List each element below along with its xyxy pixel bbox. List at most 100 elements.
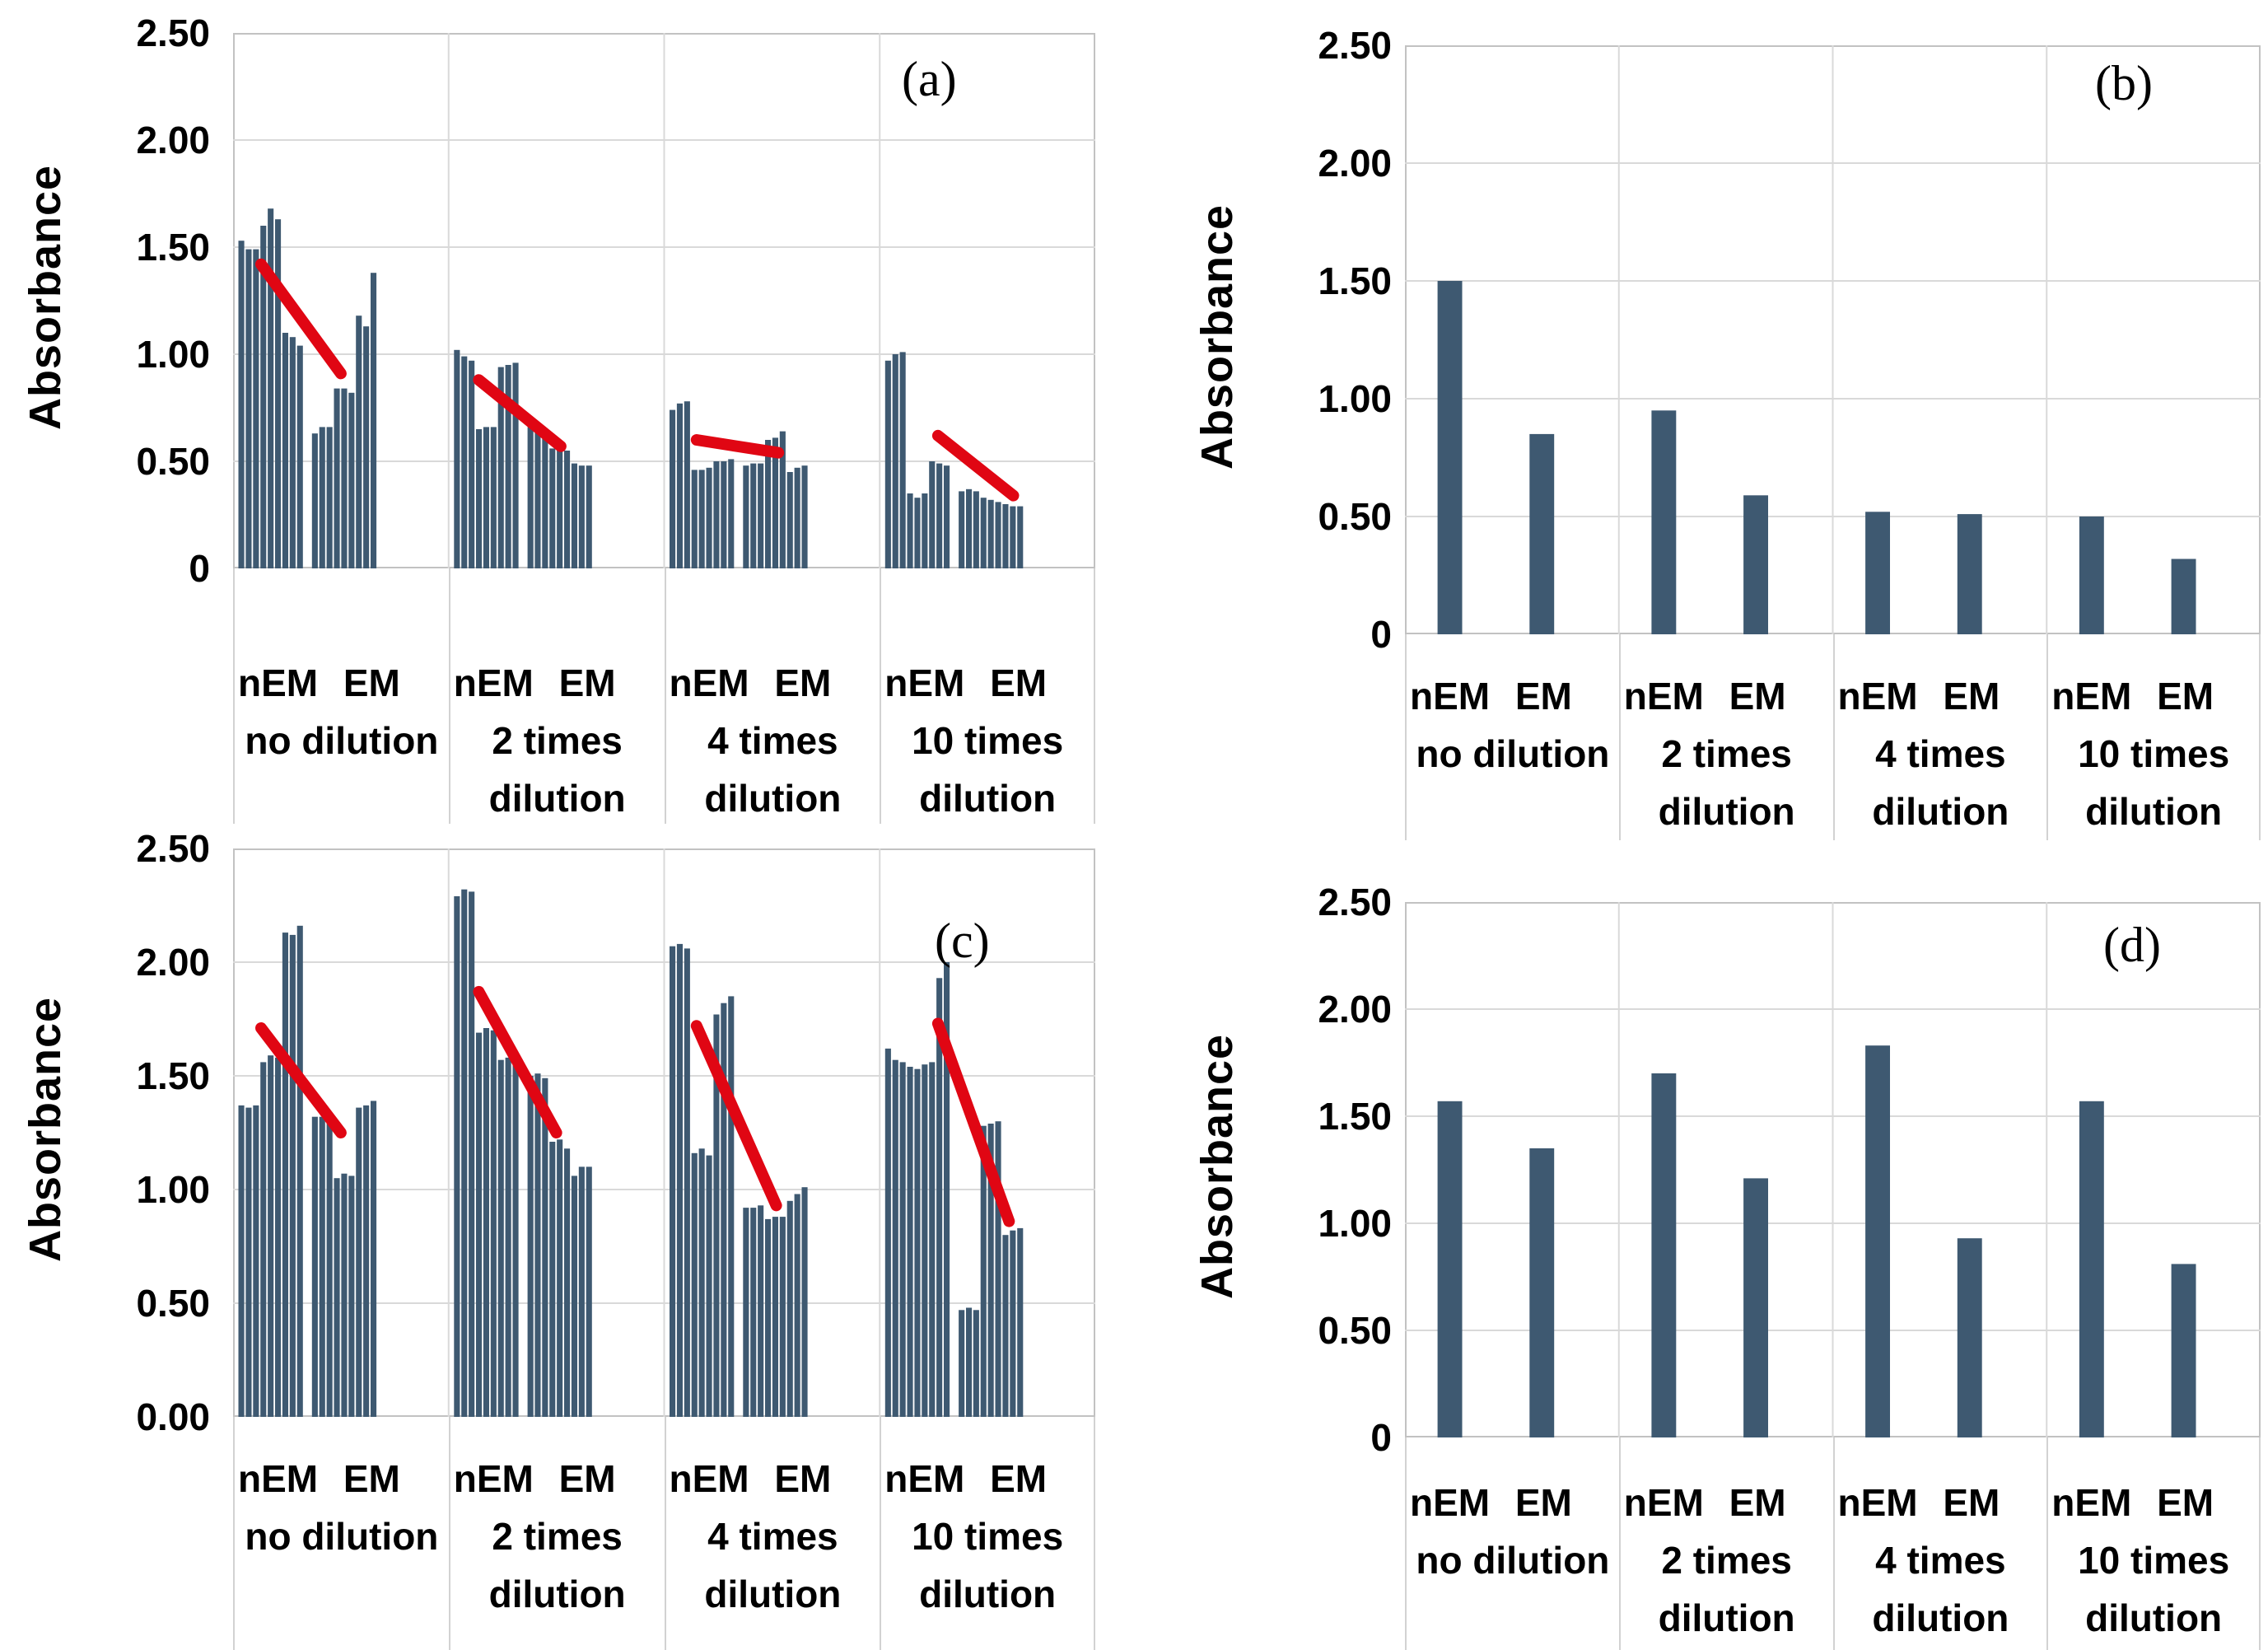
- dilution-label-line: 4 times: [1875, 732, 2006, 775]
- bar-EM: [549, 448, 556, 568]
- category-cell: nEM EM no dilution: [233, 568, 449, 824]
- bar-EM: [319, 427, 325, 568]
- bar-nEM: [1437, 281, 1463, 634]
- y-tick-label: 1.00: [136, 1168, 210, 1211]
- bar-nEM: [238, 1105, 245, 1417]
- bar-nEM: [922, 1064, 928, 1417]
- bar-nEM: [253, 249, 259, 568]
- bar-nEM: [728, 996, 735, 1417]
- bar-nEM: [512, 1055, 519, 1417]
- bar-nEM: [454, 896, 460, 1417]
- bar-nEM: [1865, 1045, 1890, 1437]
- panel-letter: (a): [902, 52, 957, 106]
- subgroup-labels: nEM EM: [669, 661, 832, 704]
- bar-EM: [564, 1148, 571, 1417]
- bar-EM: [2171, 1264, 2196, 1437]
- category-cell: nEM EM no dilution: [1405, 1437, 1619, 1650]
- y-axis-title: Absorbance: [21, 164, 70, 431]
- bar-nEM: [899, 352, 906, 568]
- bar-nEM: [936, 463, 943, 568]
- bar-EM: [311, 433, 318, 568]
- bar-EM: [750, 1208, 757, 1417]
- trend-line: [931, 429, 1020, 502]
- bar-EM: [966, 488, 973, 568]
- bar-nEM: [892, 354, 898, 568]
- bar-nEM: [691, 470, 698, 568]
- bar-nEM: [670, 409, 676, 568]
- bar-nEM: [512, 362, 519, 568]
- bar-nEM: [944, 962, 950, 1417]
- bar-EM: [527, 427, 534, 568]
- category-cell: nEM EM 2 times dilution: [448, 1417, 665, 1650]
- bar-EM: [363, 1105, 370, 1417]
- bar-EM: [334, 388, 340, 568]
- bar-nEM: [282, 333, 288, 568]
- trend-line: [473, 985, 562, 1138]
- y-tick-label: 2.00: [136, 941, 210, 984]
- category-cell: nEM EM 10 times dilution: [880, 568, 1095, 824]
- bar-EM: [743, 465, 749, 568]
- bar-EM: [363, 326, 370, 568]
- dilution-label-line: no dilution: [245, 719, 439, 762]
- category-cell: nEM EM no dilution: [233, 1417, 449, 1650]
- y-tick-label: 1.00: [136, 333, 210, 376]
- y-tick-label: 2.50: [136, 12, 210, 54]
- bar-nEM: [296, 925, 303, 1417]
- bar-EM: [743, 1208, 749, 1417]
- chart-svg: [1405, 902, 2261, 1437]
- bar-EM: [542, 431, 548, 568]
- category-cell: nEM EM 10 times dilution: [2046, 1437, 2261, 1650]
- dilution-label-line: 4 times: [1875, 1539, 2006, 1582]
- subgroup-labels: nEM EM: [1837, 675, 2000, 717]
- dilution-label-line: dilution: [1658, 790, 1795, 833]
- subgroup-labels: nEM EM: [1410, 675, 1572, 717]
- bar-nEM: [497, 367, 504, 568]
- bar-EM: [371, 273, 377, 568]
- y-tick-label: 0.50: [136, 1282, 210, 1325]
- bar-EM: [571, 463, 577, 568]
- y-tick-label: 0: [1370, 613, 1392, 656]
- category-cell: nEM EM 4 times dilution: [664, 1417, 880, 1650]
- dilution-label-line: 10 times: [912, 719, 1064, 762]
- bar-EM: [326, 427, 333, 568]
- bar-EM: [571, 1176, 577, 1417]
- bar-EM: [1743, 1178, 1768, 1437]
- bar-nEM: [670, 946, 676, 1417]
- bar-EM: [326, 1119, 333, 1417]
- y-tick-label: 0: [189, 547, 210, 590]
- bar-EM: [1002, 504, 1009, 568]
- y-tick-label: 1.00: [1318, 1202, 1392, 1245]
- panel-letter: (b): [2095, 56, 2153, 110]
- dilution-label-line: dilution: [919, 777, 1057, 820]
- y-tick-label: 2.00: [1318, 142, 1392, 185]
- bar-nEM: [684, 948, 690, 1417]
- panel-letter: (d): [2103, 918, 2161, 972]
- bar-EM: [534, 1073, 541, 1417]
- dilution-label-line: no dilution: [1416, 1539, 1610, 1582]
- trend-line: [255, 1022, 347, 1138]
- bar-nEM: [260, 226, 267, 568]
- bar-nEM: [289, 337, 296, 568]
- bar-nEM: [275, 1057, 282, 1417]
- bar-EM: [1010, 506, 1016, 568]
- bar-nEM: [483, 1028, 489, 1417]
- bar-nEM: [691, 1152, 698, 1417]
- dilution-label-line: dilution: [488, 777, 626, 820]
- bar-nEM: [929, 1062, 936, 1417]
- dilution-label-line: 2 times: [1661, 732, 1792, 775]
- bar-nEM: [676, 943, 683, 1417]
- bar-EM: [980, 498, 987, 568]
- dilution-label-line: 2 times: [492, 1515, 623, 1558]
- trend-line: [473, 374, 567, 452]
- bar-nEM: [253, 1105, 259, 1417]
- category-cell: nEM EM 2 times dilution: [1618, 1437, 1833, 1650]
- bar-EM: [973, 1310, 979, 1417]
- bar-nEM: [497, 1059, 504, 1417]
- bar-nEM: [698, 1148, 705, 1417]
- dilution-label-line: dilution: [2085, 1596, 2223, 1639]
- bar-EM: [1957, 514, 1982, 634]
- dilution-label-line: dilution: [704, 777, 842, 820]
- bar-EM: [980, 1125, 987, 1417]
- bar-EM: [987, 499, 994, 568]
- subgroup-labels: nEM EM: [453, 661, 616, 704]
